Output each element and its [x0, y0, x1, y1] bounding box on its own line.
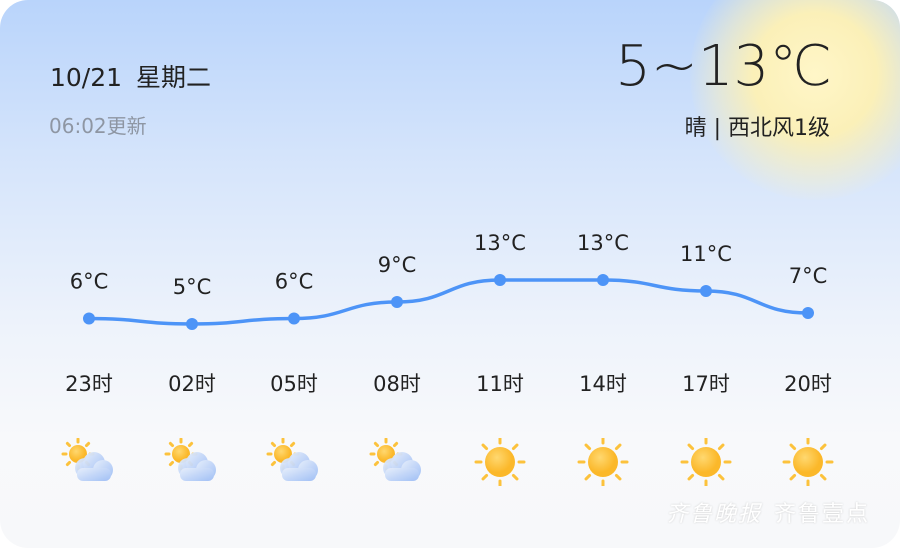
temp-label: 6°C [70, 270, 109, 294]
hour-label: 20时 [784, 372, 832, 396]
separator: | [713, 116, 721, 141]
temp-point [597, 274, 609, 286]
watermark-right: 齐鲁壹点 [773, 502, 870, 527]
temp-point [288, 312, 300, 325]
sunny-icon [472, 436, 528, 488]
temperature-line [88, 278, 809, 326]
temp-label: 6°C [275, 270, 314, 294]
temp-point [700, 285, 712, 297]
temp-label: 7°C [789, 264, 828, 288]
condition: 晴 [684, 116, 707, 141]
sunny-icon [780, 436, 836, 488]
hour-label: 02时 [168, 372, 216, 396]
temp-point [83, 312, 95, 325]
partly-cloudy-icon [61, 437, 117, 486]
temp-point [494, 274, 506, 286]
hour-label: 23时 [65, 372, 113, 396]
hour-label: 17时 [682, 372, 730, 396]
temp-range: 5~13℃ [615, 34, 832, 99]
sunny-icon [575, 436, 631, 488]
partly-cloudy-icon [164, 437, 220, 486]
temp-point [391, 296, 403, 308]
sunny-icon [678, 436, 734, 488]
hour-label: 11时 [476, 372, 524, 396]
wind: 西北风1级 [728, 116, 830, 141]
hour-label: 08时 [373, 372, 421, 396]
temp-point [802, 307, 814, 319]
weekday: 星期二 [136, 63, 212, 92]
hour-label: 05时 [270, 372, 318, 396]
temp-label: 5°C [173, 275, 212, 299]
condition-wind: 晴 | 西北风1级 [685, 110, 830, 142]
temp-label: 11°C [680, 242, 732, 266]
watermark-left: 齐鲁晚报 [665, 502, 762, 527]
watermark: 齐鲁晚报 齐鲁壹点 [666, 496, 870, 528]
date: 10/21 星期二 [50, 63, 212, 92]
temp-label: 13°C [474, 231, 526, 255]
temp-label: 9°C [378, 253, 417, 277]
partly-cloudy-icon [266, 437, 322, 486]
temp-label: 13°C [577, 231, 629, 255]
hour-label: 14时 [579, 372, 627, 396]
update-time: 06:02更新 [49, 114, 147, 138]
temp-point [186, 318, 198, 330]
partly-cloudy-icon [369, 437, 425, 486]
